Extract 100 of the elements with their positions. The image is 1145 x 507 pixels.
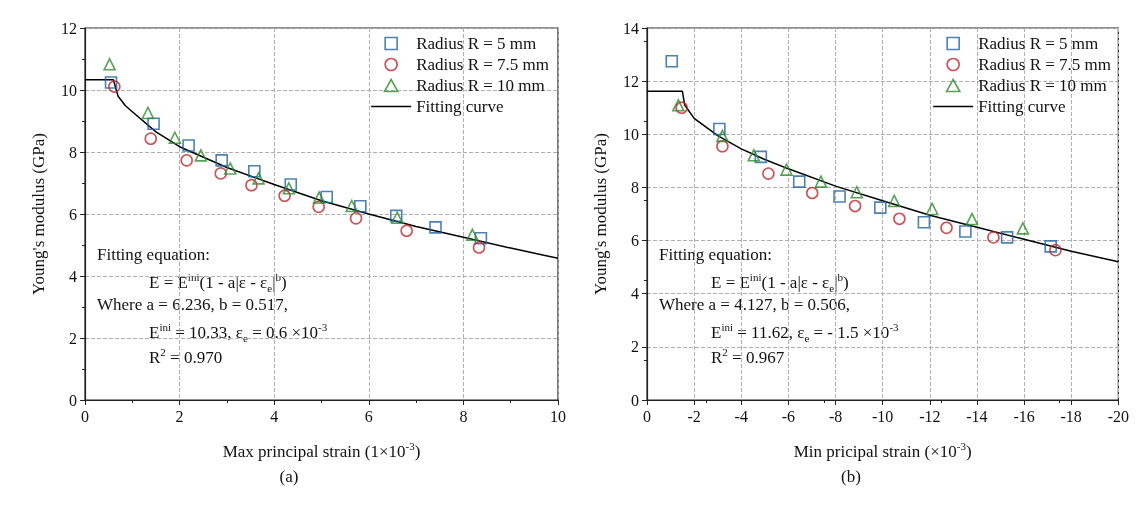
x-tick-label: 8 [459, 407, 468, 425]
x-tick-label: -18 [1060, 407, 1082, 425]
legend-label: Radius R = 5 mm [978, 34, 1099, 53]
point [104, 76, 118, 89]
point [917, 215, 931, 229]
y-tick-label: 4 [631, 285, 639, 303]
point [312, 191, 326, 204]
x-tick-label: -20 [1107, 407, 1129, 425]
legend-label: Fitting curve [416, 97, 504, 116]
x-tick-label: -10 [872, 407, 894, 425]
y-tick-label: 0 [69, 391, 77, 409]
y-tick-label: 12 [61, 19, 77, 37]
point [345, 199, 359, 213]
annotation: Fitting equation: [659, 245, 772, 264]
point [925, 202, 939, 216]
point [320, 190, 333, 204]
point [754, 150, 768, 164]
text: (b) [841, 467, 861, 486]
x-tick-label: 0 [643, 407, 651, 425]
y-tick-label: 8 [631, 178, 639, 196]
point [214, 167, 228, 180]
x-tick-label: -12 [919, 407, 941, 425]
y-tick-label: 4 [69, 267, 77, 285]
point [959, 225, 972, 238]
point [429, 221, 442, 234]
point [168, 131, 182, 145]
y-axis-title: Young's modulus (GPa) [591, 133, 610, 295]
point [466, 228, 479, 242]
point [312, 200, 325, 214]
y-tick-label: 10 [623, 125, 639, 143]
point [814, 175, 828, 188]
point [780, 163, 793, 176]
point [474, 231, 488, 245]
point [353, 199, 367, 213]
point [893, 212, 906, 226]
legend-label: Radius R = 5 mm [416, 34, 537, 53]
point [472, 241, 486, 254]
point [762, 167, 775, 180]
point [716, 129, 729, 143]
point [252, 172, 265, 185]
y-tick-label: 12 [623, 72, 639, 90]
point [103, 57, 116, 71]
point [1049, 243, 1062, 257]
point [940, 221, 953, 235]
point [144, 132, 158, 145]
point [1044, 240, 1057, 253]
point [284, 178, 298, 191]
point [182, 139, 195, 152]
y-tick-label: 6 [69, 205, 77, 223]
point [848, 199, 862, 213]
point [245, 178, 258, 192]
point [215, 154, 228, 167]
point [349, 212, 363, 225]
point [874, 201, 887, 214]
legend-label: Radius R = 10 mm [416, 76, 545, 95]
point [887, 194, 901, 208]
y-tick-label: 2 [631, 338, 639, 356]
point [278, 189, 291, 203]
point [141, 106, 155, 120]
annotation: Where a = 6.236, b = 0.517, [97, 295, 289, 314]
point [987, 231, 1000, 244]
point [108, 80, 121, 93]
x-tick-label: 6 [364, 407, 373, 425]
x-tick-label: -2 [687, 407, 701, 425]
point [833, 190, 846, 203]
x-tick-label: -16 [1013, 407, 1035, 425]
x-tick-label: 10 [550, 407, 566, 425]
point [223, 162, 237, 175]
point [147, 117, 160, 131]
x-tick-label: -6 [781, 407, 796, 425]
x-tick-label: 2 [175, 407, 184, 425]
annotation: Fitting equation: [97, 245, 210, 264]
point [792, 175, 806, 188]
point [282, 181, 296, 195]
point [665, 54, 679, 68]
y-axis-title: Young's modulus (GPa) [29, 133, 48, 295]
y-tick-label: 8 [69, 143, 77, 161]
legend-label: Radius R = 10 mm [978, 76, 1107, 95]
point [400, 224, 413, 238]
y-tick-label: 0 [631, 391, 639, 409]
x-tick-label: 4 [270, 407, 279, 425]
y-tick-label: 14 [623, 19, 639, 37]
point [180, 154, 193, 167]
point [716, 139, 729, 153]
y-tick-label: 2 [69, 329, 77, 347]
point [747, 148, 761, 162]
point [1016, 222, 1030, 235]
point [850, 185, 864, 199]
point [1000, 231, 1014, 244]
point [965, 212, 979, 226]
legend-label: Radius R = 7.5 mm [978, 55, 1112, 74]
point [194, 149, 208, 162]
x-tick-label: 0 [81, 407, 89, 425]
y-tick-label: 10 [61, 81, 77, 99]
x-tick-label: -8 [828, 407, 843, 425]
point [805, 186, 819, 200]
text: (a) [279, 467, 299, 486]
point [713, 122, 726, 136]
y-tick-label: 6 [631, 232, 639, 250]
x-tick-label: -4 [734, 407, 748, 425]
